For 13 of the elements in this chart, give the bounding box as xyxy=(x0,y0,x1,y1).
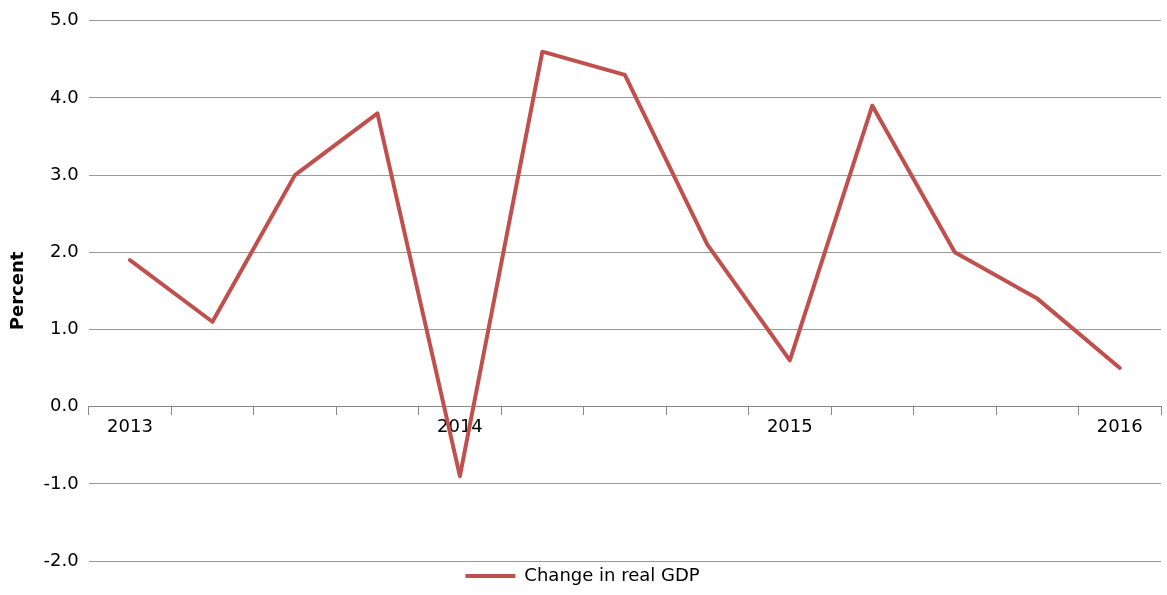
y-tick-label: 4.0 xyxy=(50,85,79,107)
legend-label: Change in real GDP xyxy=(524,563,700,585)
y-tick-label: 3.0 xyxy=(50,162,79,184)
y-tick-label: 2.0 xyxy=(50,239,79,261)
y-tick-label: -2.0 xyxy=(43,548,79,570)
y-tick-label: 1.0 xyxy=(50,317,79,339)
y-tick-label: 0.0 xyxy=(50,394,79,416)
x-tick-label: 2013 xyxy=(107,415,153,437)
y-axis-title: Percent xyxy=(6,251,28,331)
y-tick-label: 5.0 xyxy=(50,8,79,30)
x-tick-label: 2016 xyxy=(1096,415,1143,437)
y-tick-label: -1.0 xyxy=(43,471,79,493)
x-tick-label: 2015 xyxy=(766,415,813,437)
